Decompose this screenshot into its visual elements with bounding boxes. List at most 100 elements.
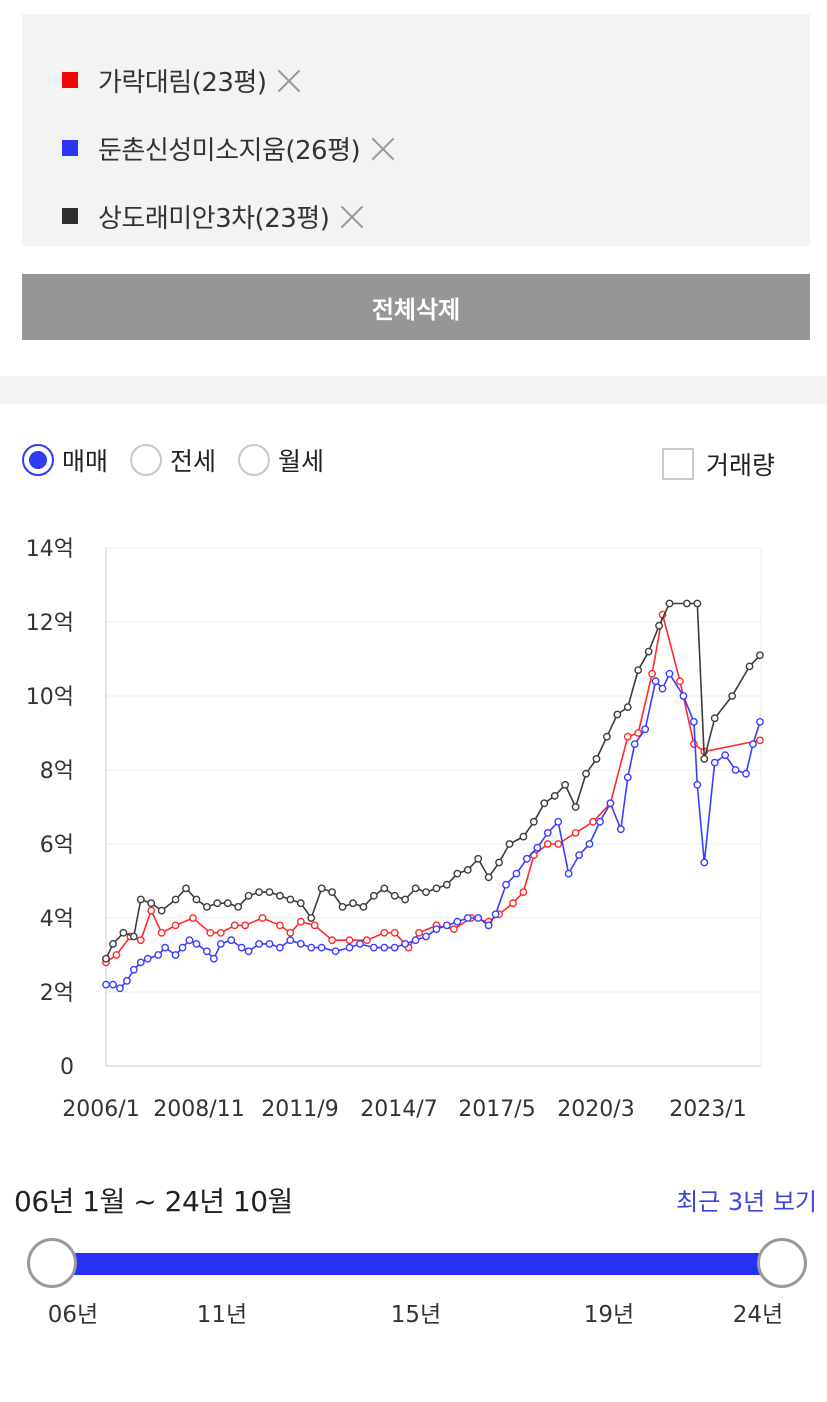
data-point xyxy=(495,858,503,867)
data-point xyxy=(616,825,625,834)
data-point xyxy=(474,854,483,863)
data-point xyxy=(286,895,295,904)
compare-item-sangdo: 상도래미안3차(23평) xyxy=(62,196,365,236)
data-point xyxy=(665,599,674,608)
compare-item-dunchon: 둔촌신성미소지움(26평) xyxy=(62,128,396,168)
data-point xyxy=(192,895,201,904)
data-point xyxy=(178,943,187,952)
data-point xyxy=(561,780,570,789)
data-point xyxy=(665,669,674,678)
data-point xyxy=(276,943,284,952)
data-point xyxy=(241,921,250,930)
data-point xyxy=(328,936,337,945)
close-icon[interactable] xyxy=(276,67,302,93)
radio-jeonse[interactable]: 전세 xyxy=(130,442,216,478)
compare-item-label: 둔촌신성미소지움(26평) xyxy=(98,135,361,166)
radio-monthly-rent[interactable]: 월세 xyxy=(238,442,324,478)
data-point xyxy=(658,684,667,693)
data-point xyxy=(328,888,337,896)
data-point xyxy=(623,773,632,782)
data-point xyxy=(265,888,274,896)
period-slider-track[interactable] xyxy=(52,1253,782,1275)
data-point xyxy=(143,954,152,963)
data-point xyxy=(276,921,284,930)
data-point xyxy=(554,817,563,826)
data-point xyxy=(651,677,660,686)
data-point xyxy=(189,914,197,922)
data-point xyxy=(676,677,684,686)
data-point xyxy=(519,888,528,896)
radio-unchecked-icon[interactable] xyxy=(238,444,271,476)
data-point xyxy=(401,939,410,948)
data-point xyxy=(432,884,441,893)
data-point xyxy=(603,732,611,741)
radio-unchecked-icon[interactable] xyxy=(130,444,163,476)
data-point xyxy=(258,914,267,922)
section-divider xyxy=(0,376,827,404)
data-point xyxy=(182,884,190,893)
data-point xyxy=(349,899,357,908)
data-point xyxy=(390,943,399,952)
data-point xyxy=(693,599,702,608)
data-point xyxy=(154,951,163,959)
data-point xyxy=(484,921,493,930)
y-tick-label: 12억 xyxy=(26,611,74,636)
y-tick-label: 4억 xyxy=(40,907,74,932)
data-point xyxy=(380,943,389,952)
data-point xyxy=(731,766,740,774)
series-color-swatch xyxy=(62,208,78,224)
data-point xyxy=(411,884,420,893)
x-tick-label: 2017/5 xyxy=(458,1097,535,1122)
data-point xyxy=(209,954,218,963)
data-point xyxy=(630,740,639,749)
data-point xyxy=(623,732,632,741)
y-tick-label: 10억 xyxy=(26,685,74,710)
data-point xyxy=(109,939,117,948)
y-tick-label: 2억 xyxy=(40,981,74,1006)
close-icon[interactable] xyxy=(370,135,396,161)
volume-checkbox[interactable]: 거래량 xyxy=(662,446,775,482)
x-tick-label: 2011/9 xyxy=(261,1097,338,1122)
radio-label: 월세 xyxy=(278,447,325,476)
checkbox-unchecked-icon[interactable] xyxy=(662,448,694,480)
radio-sale[interactable]: 매매 xyxy=(22,442,108,478)
data-point xyxy=(296,939,305,948)
data-point xyxy=(502,880,510,889)
data-point xyxy=(380,884,389,893)
data-point xyxy=(185,936,194,945)
data-point xyxy=(390,891,399,900)
data-point xyxy=(116,984,124,993)
data-point xyxy=(206,928,215,937)
data-point xyxy=(543,840,552,848)
data-point xyxy=(129,965,138,974)
delete-all-button[interactable]: 전체삭제 xyxy=(22,274,810,340)
data-point xyxy=(592,754,601,763)
data-point xyxy=(700,858,709,867)
plot-area xyxy=(105,547,762,1067)
data-point xyxy=(474,914,483,922)
period-slider-start-handle[interactable] xyxy=(27,1238,77,1288)
data-point xyxy=(463,865,472,874)
data-point xyxy=(449,925,458,933)
data-point xyxy=(411,936,420,945)
deal-type-radio-group: 매매 전세 월세 xyxy=(22,442,346,478)
data-point xyxy=(721,751,730,760)
data-point xyxy=(102,980,110,989)
data-point xyxy=(369,943,378,952)
period-slider-end-handle[interactable] xyxy=(757,1238,807,1288)
compare-item-label: 가락대림(23평) xyxy=(98,67,267,98)
radio-checked-icon[interactable] xyxy=(22,444,54,476)
data-point xyxy=(648,669,657,678)
close-icon[interactable] xyxy=(339,203,365,229)
data-point xyxy=(550,791,559,800)
recent-3-years-link[interactable]: 최근 3년 보기 xyxy=(676,1188,817,1216)
data-point xyxy=(129,932,138,941)
y-tick-label: 8억 xyxy=(40,759,74,784)
data-point xyxy=(693,780,702,789)
y-tick-label: 0 xyxy=(60,1055,74,1080)
data-point xyxy=(102,954,110,963)
data-point xyxy=(227,936,236,945)
series-line xyxy=(106,672,761,990)
x-tick-label: 2014/7 xyxy=(360,1097,437,1122)
data-point xyxy=(756,717,764,726)
